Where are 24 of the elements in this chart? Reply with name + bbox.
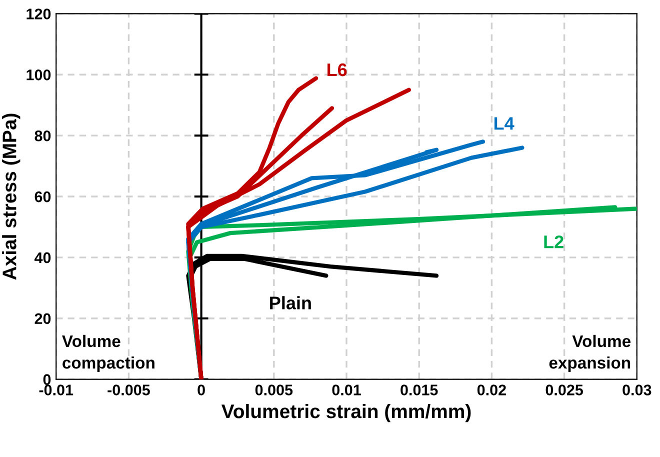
annotation: Volume expansion bbox=[549, 334, 631, 372]
x-tick-label: 0.005 bbox=[255, 384, 293, 396]
x-axis-title: Volumetric strain (mm/mm) bbox=[221, 404, 471, 422]
y-tick-label: 40 bbox=[34, 252, 51, 264]
y-tick-label: 120 bbox=[26, 8, 51, 20]
x-tick-label: 0 bbox=[198, 384, 205, 396]
series-label: L6 bbox=[328, 63, 347, 76]
y-tick-label: 0 bbox=[43, 374, 51, 385]
x-tick-label: 0.03 bbox=[622, 384, 652, 396]
y-axis-title: Axial stress (MPa) bbox=[2, 114, 20, 280]
x-tick-label: 0.015 bbox=[400, 384, 438, 396]
x-tick-label: 0.025 bbox=[546, 384, 583, 396]
y-tick-label: 100 bbox=[26, 70, 51, 80]
y-tick-label: 60 bbox=[34, 191, 51, 202]
annotation: Volume compaction bbox=[62, 334, 154, 372]
x-tick-label: 0.02 bbox=[477, 384, 506, 396]
x-tick-label: 0.01 bbox=[332, 384, 361, 396]
y-tick-label: 80 bbox=[34, 130, 51, 142]
x-tick-label: -0.005 bbox=[108, 384, 150, 396]
series-label: L4 bbox=[494, 117, 514, 130]
series-label: Plain bbox=[270, 296, 311, 310]
x-tick-label: -0.01 bbox=[39, 384, 74, 396]
series-label: L2 bbox=[544, 235, 564, 248]
y-tick-label: 20 bbox=[34, 313, 51, 324]
